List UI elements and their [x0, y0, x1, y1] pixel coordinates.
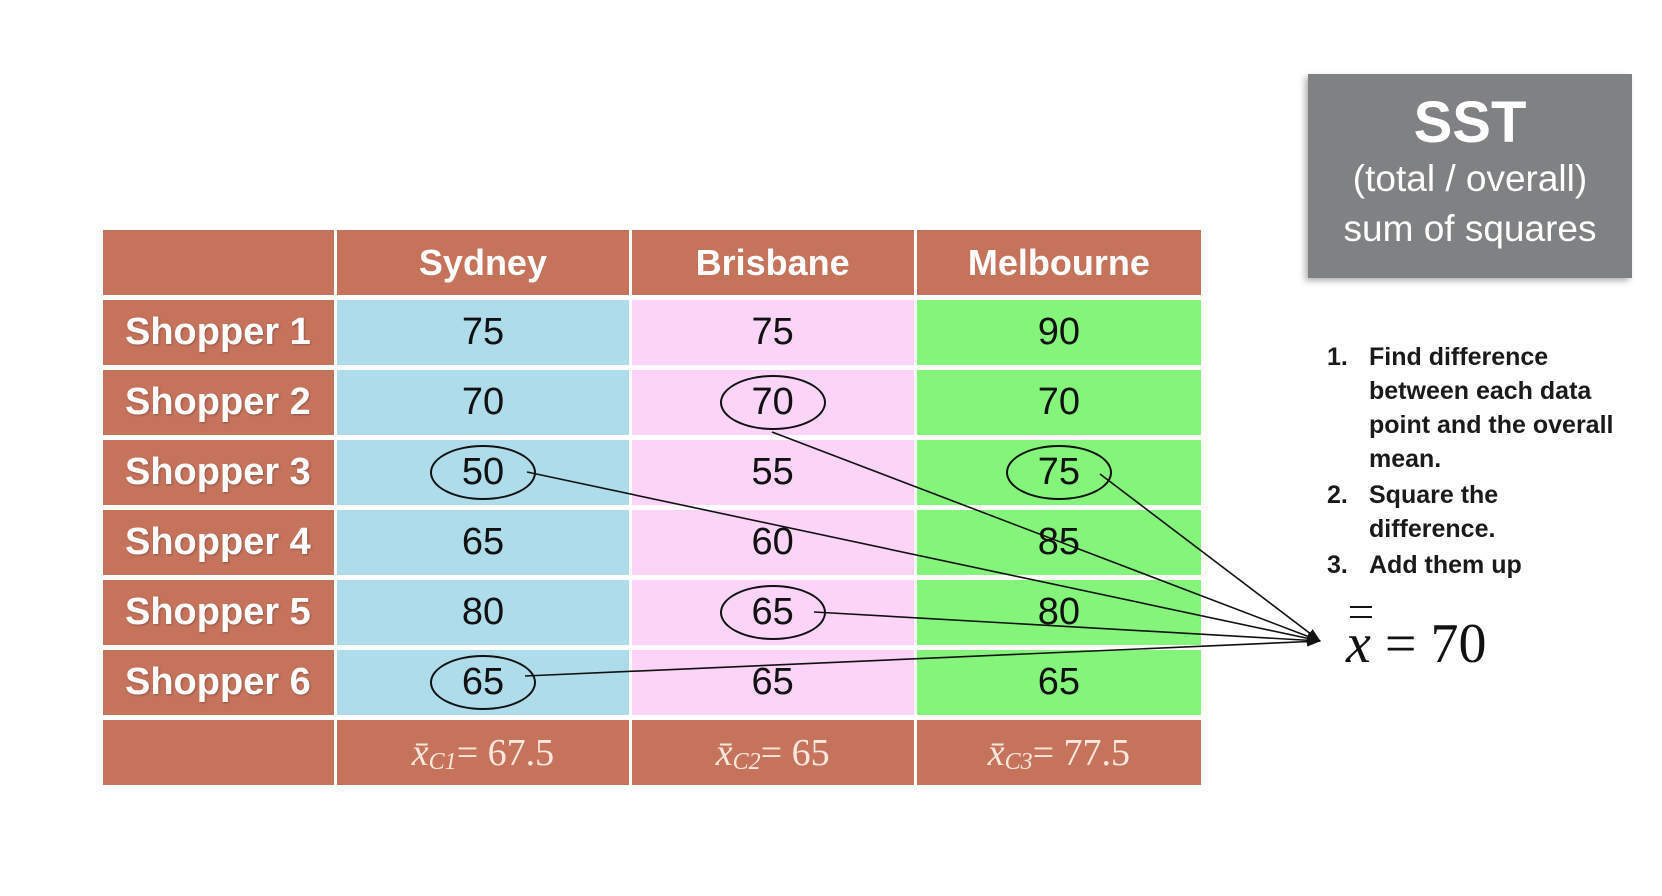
step-text: Find difference between each data point … — [1369, 343, 1614, 473]
mean-symbol: x̄ — [715, 731, 733, 774]
grand-mean-symbol: x — [1346, 606, 1372, 676]
row-label: Shopper 1 — [103, 300, 335, 365]
circled-cell-value: 75 — [1005, 445, 1113, 500]
mean-subscript: C3 — [1004, 749, 1033, 775]
circled-cell-value: 70 — [719, 375, 827, 430]
cell-sydney: 70 — [337, 370, 629, 435]
cell-value: 80 — [1037, 591, 1081, 633]
table-row: Shopper 3 50 55 75 — [103, 440, 1201, 505]
cell-value: 60 — [751, 521, 794, 563]
grand-mean: x = 70 — [1346, 606, 1487, 676]
cell-melbourne: 85 — [916, 510, 1201, 575]
row-label: Shopper 2 — [103, 370, 335, 435]
cell-value: 70 — [1037, 381, 1081, 423]
cell-brisbane: 55 — [631, 440, 914, 505]
circled-cell-value: 50 — [429, 445, 537, 500]
cell-value: 55 — [751, 451, 794, 493]
step-text: Square the difference. — [1369, 481, 1499, 543]
mean-symbol: x̄ — [411, 731, 429, 774]
cell-sydney: 50 — [337, 440, 629, 505]
step-number: 3. — [1327, 551, 1348, 579]
cell-brisbane: 65 — [631, 650, 914, 715]
steps-list: 1. Find difference between each data poi… — [1327, 340, 1627, 584]
cell-brisbane: 65 — [631, 580, 914, 645]
group-mean-brisbane: x̄ C2 = 65 — [631, 720, 914, 785]
header-sydney: Sydney — [337, 230, 629, 295]
table-footer-row: x̄ C1 = 67.5 x̄ C2 = 65 x̄ C3 = 77.5 — [103, 720, 1201, 785]
header-brisbane: Brisbane — [631, 230, 914, 295]
row-label: Shopper 5 — [103, 580, 335, 645]
sst-subtitle-line1: (total / overall) — [1352, 158, 1588, 199]
table-row: Shopper 5 80 65 80 — [103, 580, 1201, 645]
mean-value: = 65 — [760, 731, 830, 774]
cell-melbourne: 70 — [916, 370, 1201, 435]
cell-brisbane: 75 — [631, 300, 914, 365]
circled-cell-value: 65 — [429, 655, 537, 710]
cell-value: 75 — [751, 311, 794, 353]
group-mean-sydney: x̄ C1 = 67.5 — [337, 720, 629, 785]
header-melbourne: Melbourne — [916, 230, 1201, 295]
mean-subscript: C2 — [732, 749, 761, 775]
data-table: Sydney Brisbane Melbourne Shopper 1 75 7… — [103, 230, 1201, 785]
circled-cell-value: 65 — [719, 585, 827, 640]
row-label: Shopper 4 — [103, 510, 335, 575]
cell-value: 75 — [461, 311, 505, 353]
cell-melbourne: 75 — [916, 440, 1201, 505]
cell-value: 90 — [1037, 311, 1081, 353]
sst-subtitle-line2: sum of squares — [1343, 208, 1597, 249]
footer-corner-cell — [103, 720, 335, 785]
cell-sydney: 65 — [337, 650, 629, 715]
mean-value: = 77.5 — [1032, 731, 1131, 774]
cell-sydney: 80 — [337, 580, 629, 645]
cell-brisbane: 60 — [631, 510, 914, 575]
table-row: Shopper 4 65 60 85 — [103, 510, 1201, 575]
row-label: Shopper 6 — [103, 650, 335, 715]
table-row: Shopper 1 75 75 90 — [103, 300, 1201, 365]
table-row: Shopper 6 65 65 65 — [103, 650, 1201, 715]
step-item: 2. Square the difference. — [1327, 478, 1627, 546]
cell-value: 65 — [751, 661, 794, 703]
cell-melbourne: 80 — [916, 580, 1201, 645]
grand-mean-letter: x — [1346, 613, 1371, 675]
cell-value: 65 — [1037, 661, 1081, 703]
step-number: 2. — [1327, 481, 1348, 509]
cell-value: 85 — [1037, 521, 1081, 563]
cell-sydney: 65 — [337, 510, 629, 575]
table-header-row: Sydney Brisbane Melbourne — [103, 230, 1201, 295]
step-item: 1. Find difference between each data poi… — [1327, 340, 1627, 476]
group-mean-melbourne: x̄ C3 = 77.5 — [916, 720, 1201, 785]
row-label: Shopper 3 — [103, 440, 335, 505]
cell-brisbane: 70 — [631, 370, 914, 435]
cell-value: 70 — [461, 381, 505, 423]
double-bar-icon — [1350, 606, 1372, 618]
cell-value: 80 — [461, 591, 505, 633]
mean-symbol: x̄ — [987, 731, 1005, 774]
cell-melbourne: 65 — [916, 650, 1201, 715]
step-text: Add them up — [1369, 551, 1522, 579]
cell-sydney: 75 — [337, 300, 629, 365]
cell-melbourne: 90 — [916, 300, 1201, 365]
mean-value: = 67.5 — [456, 731, 555, 774]
step-number: 1. — [1327, 343, 1348, 371]
mean-subscript: C1 — [428, 749, 457, 775]
sst-title: SST — [1413, 90, 1527, 155]
grand-mean-value: = 70 — [1370, 613, 1487, 675]
sst-title-box: SST (total / overall) sum of squares — [1308, 74, 1632, 278]
header-corner-cell — [103, 230, 335, 295]
cell-value: 65 — [461, 521, 505, 563]
step-item: 3. Add them up — [1327, 548, 1627, 582]
table-row: Shopper 2 70 70 70 — [103, 370, 1201, 435]
